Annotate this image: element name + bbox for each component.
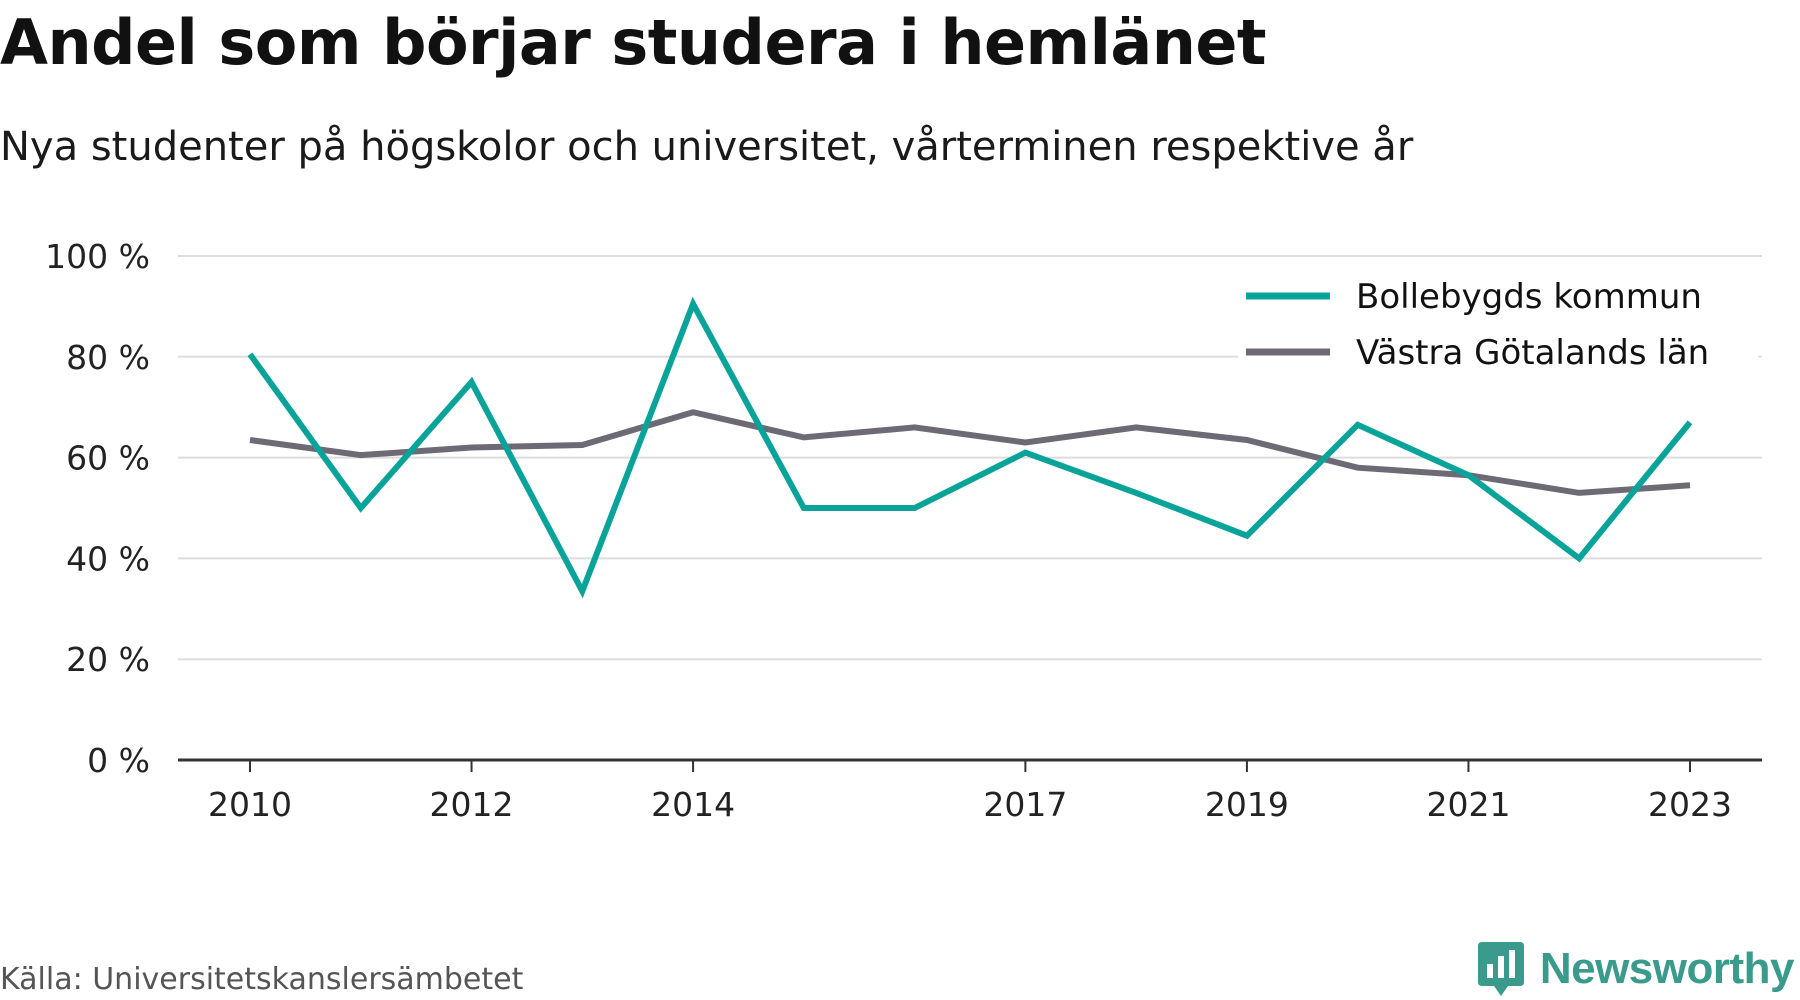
chart-title: Andel som börjar studera i hemlänet <box>0 6 1267 79</box>
x-tick-label: 2023 <box>1648 785 1732 824</box>
x-tick-label: 2012 <box>430 785 514 824</box>
brand-name: Newsworthy <box>1539 944 1795 993</box>
series-line <box>247 296 1693 599</box>
legend-label: Västra Götalands län <box>1356 333 1709 373</box>
legend: Bollebygds kommun Västra Götalands län <box>1238 268 1758 380</box>
y-tick-label: 40 % <box>66 539 150 578</box>
series-line <box>249 409 1691 496</box>
chart-subtitle: Nya studenter på högskolor och universit… <box>0 124 1414 170</box>
source-note: Källa: Universitetskanslersämbetet <box>0 962 524 997</box>
newsworthy-logo-icon <box>1477 942 1524 996</box>
x-tick-label: 2010 <box>208 785 292 824</box>
y-tick-label: 100 % <box>45 237 150 276</box>
y-tick-label: 80 % <box>66 338 150 377</box>
y-tick-label: 20 % <box>66 640 150 679</box>
y-axis-tick-labels: 0 % 20 % 40 % 60 % 80 % 100 % <box>45 237 150 780</box>
x-tick-label: 2014 <box>651 785 735 824</box>
line-chart: 0 %20 %40 %60 %80 %100 % 2010 2012 2014 201… <box>45 237 1762 824</box>
x-tick-label: 2017 <box>983 785 1067 824</box>
legend-label: Bollebygds kommun <box>1356 277 1702 317</box>
legend-background <box>1238 268 1758 380</box>
y-tick-label: 60 % <box>66 439 150 478</box>
brand-logo: Newsworthy <box>1476 940 1795 998</box>
y-tick-label: 0 % <box>87 741 150 780</box>
x-tick-label: 2019 <box>1205 785 1289 824</box>
series-lines <box>247 296 1693 599</box>
x-tick-label: 2021 <box>1426 785 1510 824</box>
x-axis-ticks: 2010 2012 2014 2017 2019 2021 2023 <box>208 760 1732 824</box>
